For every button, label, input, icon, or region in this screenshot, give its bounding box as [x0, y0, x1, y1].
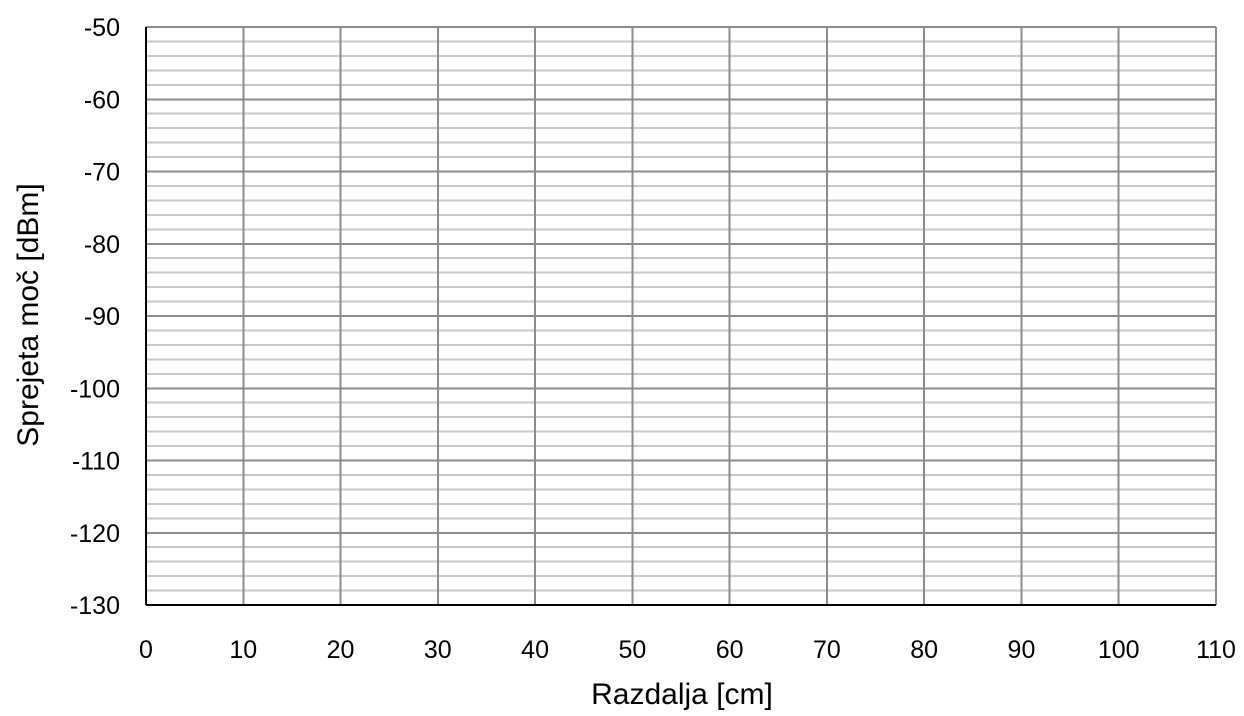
- y-tick-label: -50: [84, 14, 120, 42]
- y-tick-label: -110: [72, 448, 120, 476]
- y-tick-label: -100: [70, 375, 120, 403]
- y-axis-title: Sprejeta moč [dBm]: [12, 183, 45, 446]
- plot-area: 0 10 20 30 40 50 60 70 80 90 100 110 -50 -60 -70 -80 -90…: [70, 14, 1236, 664]
- x-tick-label: 100: [1098, 636, 1140, 664]
- x-tick-label: 60: [716, 636, 744, 664]
- x-tick-label: 10: [229, 636, 257, 664]
- x-tick-label: 0: [139, 636, 153, 664]
- y-tick-label: -80: [84, 231, 120, 259]
- y-tick-label: -90: [84, 303, 120, 331]
- x-tick-label: 40: [521, 636, 549, 664]
- x-axis-title: Razdalja [cm]: [591, 678, 773, 711]
- x-tick-label: 20: [327, 636, 355, 664]
- y-tick-label: -130: [70, 592, 120, 620]
- x-tick-label: 50: [618, 636, 646, 664]
- y-tick-label: -70: [84, 159, 120, 187]
- x-tick-label: 30: [424, 636, 452, 664]
- y-tick-label: -120: [70, 520, 120, 548]
- y-tick-label: -60: [84, 86, 120, 114]
- x-tick-label: 80: [910, 636, 938, 664]
- x-tick-label: 110: [1196, 636, 1236, 664]
- x-tick-label: 90: [1008, 636, 1036, 664]
- x-tick-label: 70: [813, 636, 841, 664]
